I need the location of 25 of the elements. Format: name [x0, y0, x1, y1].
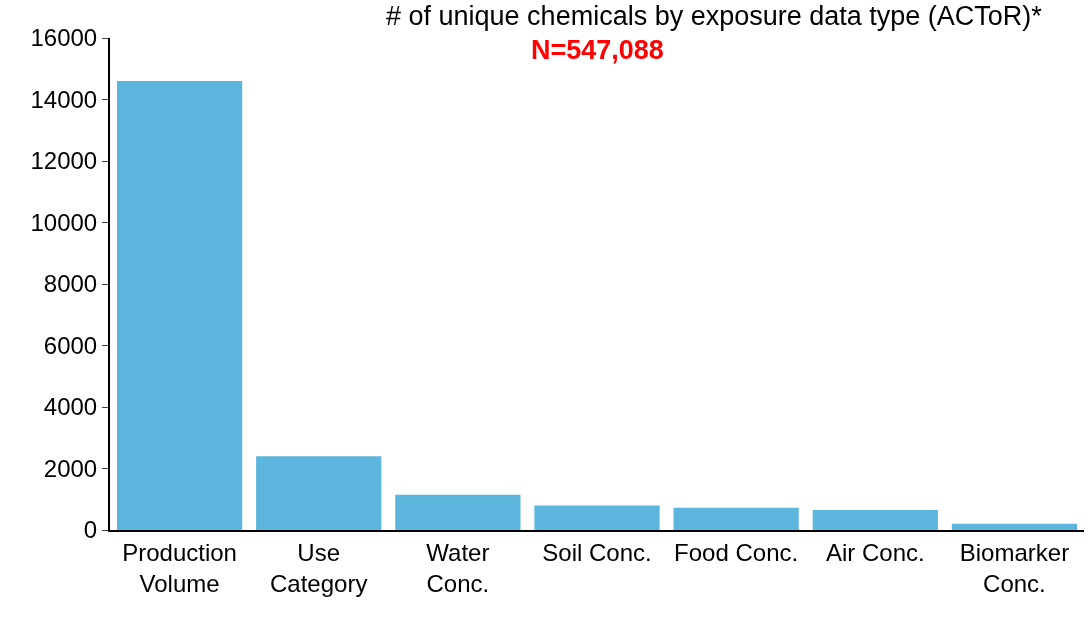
x-tick-label: Water Conc. [426, 538, 490, 597]
y-tick-label: 14000 [30, 85, 98, 113]
bar [951, 523, 1078, 530]
x-tick-label: Biomarker Conc. [959, 538, 1070, 597]
y-tick-label: 10000 [30, 208, 98, 236]
x-tick-label: Food Conc. [674, 538, 799, 566]
bar [256, 456, 382, 530]
y-tick-label: 4000 [43, 393, 98, 421]
bar [673, 507, 799, 530]
y-tick-label: 2000 [43, 454, 98, 482]
x-tick-label: Soil Conc. [542, 538, 652, 566]
chart-subtitle: N=547,088 [531, 35, 664, 65]
x-tick-label: Air Conc. [825, 538, 925, 566]
bar [116, 81, 243, 530]
y-tick-label: 12000 [30, 147, 98, 175]
y-tick-label: 8000 [43, 270, 98, 298]
bar [812, 510, 938, 530]
chart-title: # of unique chemicals by exposure data type (ACToR)* [386, 1, 1043, 31]
x-tick-label: Use Category [270, 538, 368, 597]
y-tick-label: 16000 [30, 24, 98, 52]
bar [534, 505, 660, 530]
y-tick-label: 0 [83, 516, 98, 544]
x-tick-label: Production Volume [122, 538, 237, 597]
bar [395, 494, 521, 530]
y-tick-label: 6000 [43, 331, 98, 359]
